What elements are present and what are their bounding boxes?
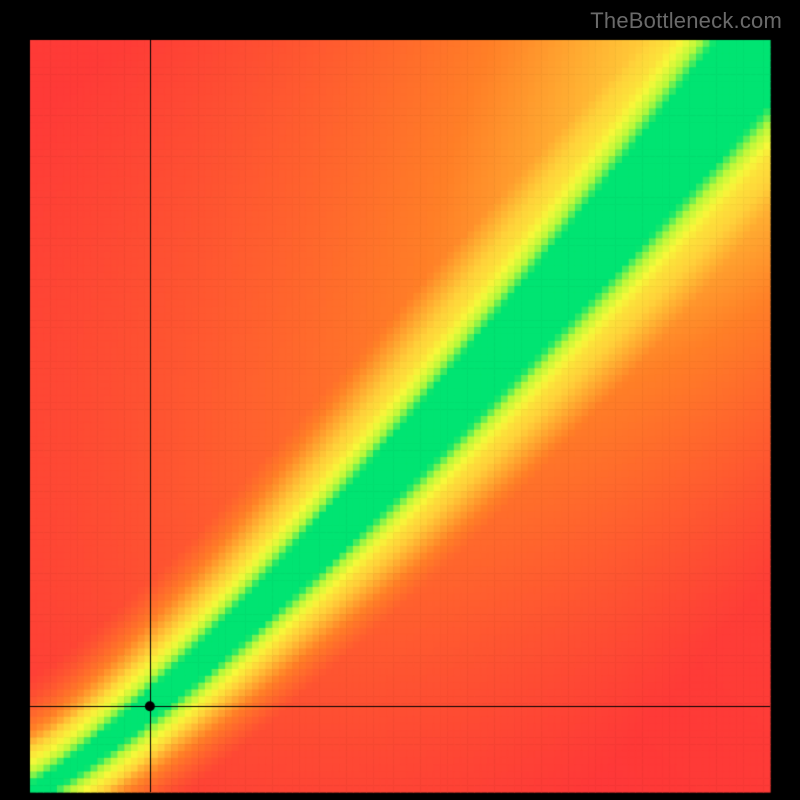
bottleneck-heatmap-chart: TheBottleneck.com (0, 0, 800, 800)
heatmap-canvas (0, 0, 800, 800)
watermark-text: TheBottleneck.com (590, 8, 782, 34)
